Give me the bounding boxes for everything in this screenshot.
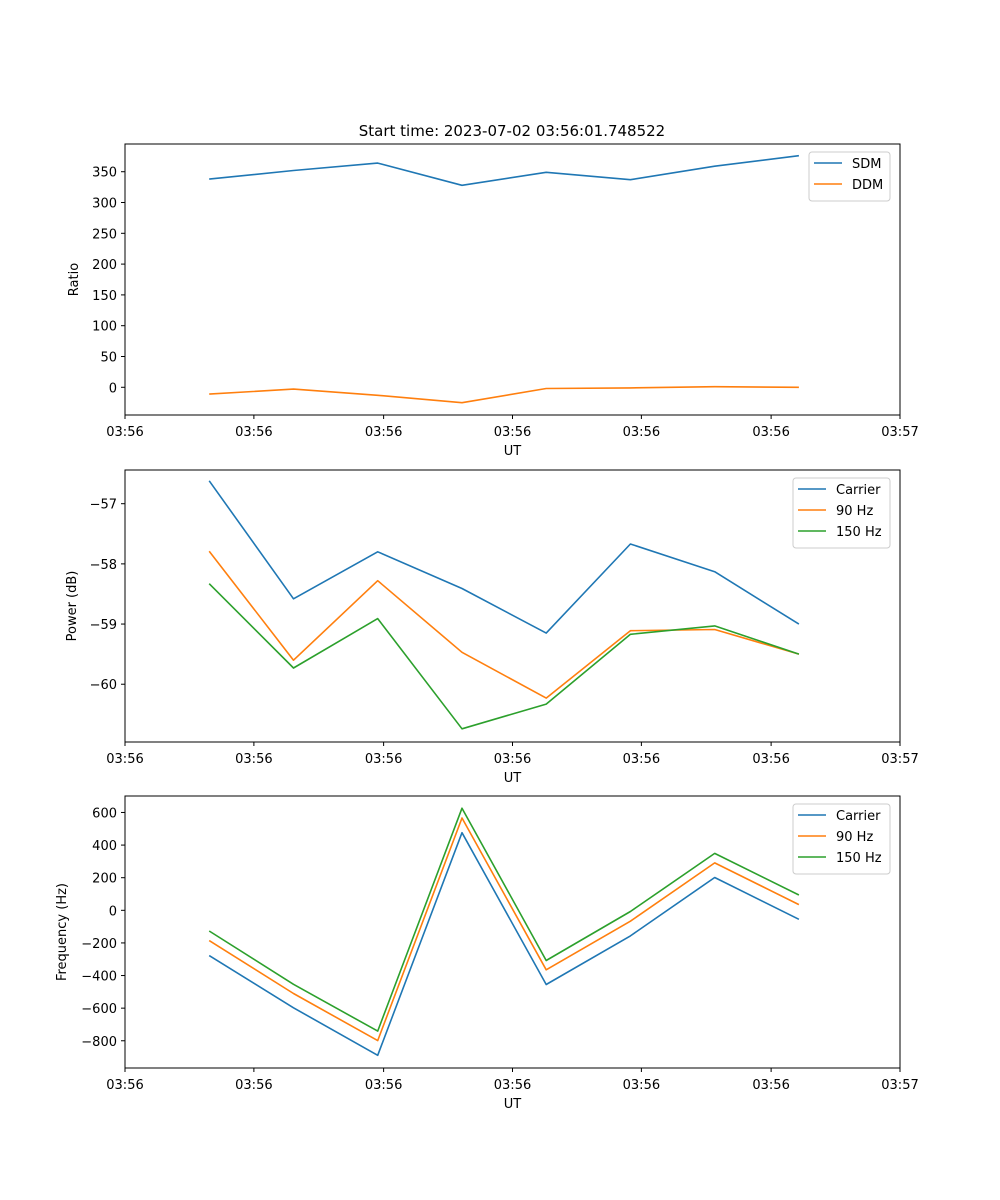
frequency-y-axis-label: Frequency (Hz)	[55, 883, 70, 981]
power-y-tick-label: −59	[90, 618, 117, 633]
ratio-axes-frame	[124, 143, 901, 416]
ratio-y-tick-label: 100	[92, 320, 117, 335]
frequency-legend-label-carrier: Carrier	[836, 809, 881, 824]
frequency-y-tick-label: −200	[81, 937, 117, 952]
power-series-line-150hz	[208, 583, 800, 730]
ratio-x-tick-label: 03:56	[494, 425, 531, 440]
power-x-tick-label: 03:56	[752, 752, 789, 767]
ratio-x-tick-label: 03:56	[752, 425, 789, 440]
frequency-y-tick-label: −400	[81, 970, 117, 985]
frequency-axes-frame	[124, 795, 901, 1069]
frequency-legend-label-150hz: 150 Hz	[836, 851, 882, 866]
frequency-y-tick-label: −600	[81, 1002, 117, 1017]
frequency-x-tick-label: 03:56	[365, 1078, 402, 1093]
frequency-y-tick-label: −800	[81, 1035, 117, 1050]
frequency-y-tick-label: 200	[92, 872, 117, 887]
frequency-subplot: 03:56 03:56 03:56 03:56 03:56 03:56 03:57 −800 −…	[55, 795, 919, 1112]
ratio-x-tick-label: 03:56	[106, 425, 143, 440]
frequency-y-tick-label: 400	[92, 839, 117, 854]
ratio-x-tick-label: 03:57	[881, 425, 918, 440]
frequency-x-tick-label: 03:56	[494, 1078, 531, 1093]
ratio-y-tick-label: 300	[92, 197, 117, 212]
ratio-legend-label-sdm: SDM	[852, 157, 881, 172]
frequency-x-tick-label: 03:56	[235, 1078, 272, 1093]
power-series-line-carrier	[208, 480, 800, 634]
power-x-axis-label: UT	[504, 771, 522, 786]
power-legend-label-carrier: Carrier	[836, 483, 881, 498]
frequency-y-tick-label: 0	[109, 904, 117, 919]
ratio-legend	[808, 151, 891, 202]
ratio-y-tick-label: 150	[92, 289, 117, 304]
frequency-x-tick-label: 03:57	[881, 1078, 918, 1093]
power-legend-label-90hz: 90 Hz	[836, 504, 873, 519]
ratio-x-axis-label: UT	[504, 444, 522, 459]
ratio-y-tick-label: 350	[92, 166, 117, 181]
frequency-series-line-90hz	[208, 817, 800, 1042]
ratio-series-line-ddm	[209, 385, 799, 404]
power-x-tick-label: 03:56	[365, 752, 402, 767]
power-subplot: 03:56 03:56 03:56 03:56 03:56 03:56 03:57 −60 −5…	[65, 469, 919, 786]
ratio-y-axis-label: Ratio	[67, 263, 82, 296]
power-x-tick-label: 03:56	[235, 752, 272, 767]
ratio-y-tick-label: 250	[92, 227, 117, 242]
power-y-tick-label: −60	[90, 678, 117, 693]
power-y-axis-label: Power (dB)	[65, 571, 80, 642]
power-x-tick-label: 03:57	[881, 752, 918, 767]
ratio-x-tick-label: 03:56	[235, 425, 272, 440]
frequency-series-line-150hz	[208, 807, 800, 1032]
frequency-y-tick-label: 600	[92, 806, 117, 821]
ratio-x-tick-label: 03:56	[623, 425, 660, 440]
ratio-series-line-sdm	[209, 154, 799, 187]
power-x-tick-label: 03:56	[494, 752, 531, 767]
power-y-tick-label: −57	[90, 498, 117, 513]
frequency-x-tick-label: 03:56	[752, 1078, 789, 1093]
power-x-tick-label: 03:56	[623, 752, 660, 767]
ratio-y-tick-label: 200	[92, 258, 117, 273]
power-axes-frame	[124, 469, 901, 743]
power-x-tick-label: 03:56	[106, 752, 143, 767]
chart-title: Start time: 2023-07-02 03:56:01.748522	[359, 122, 665, 140]
ratio-y-tick-label: 50	[100, 350, 117, 365]
frequency-x-tick-label: 03:56	[106, 1078, 143, 1093]
frequency-x-axis-label: UT	[504, 1097, 522, 1112]
frequency-x-tick-label: 03:56	[623, 1078, 660, 1093]
ratio-subplot: 03:56 03:56 03:56 03:56 03:56 03:56 03:57 0 50 10…	[67, 143, 919, 459]
power-legend-label-150hz: 150 Hz	[836, 525, 882, 540]
ratio-y-tick-label: 0	[109, 381, 117, 396]
power-series-line-90hz	[208, 550, 800, 699]
power-y-tick-label: −58	[90, 558, 117, 573]
ratio-legend-label-ddm: DDM	[852, 178, 883, 193]
frequency-legend-label-90hz: 90 Hz	[836, 830, 873, 845]
ratio-x-tick-label: 03:56	[365, 425, 402, 440]
frequency-series-line-carrier	[208, 831, 800, 1057]
